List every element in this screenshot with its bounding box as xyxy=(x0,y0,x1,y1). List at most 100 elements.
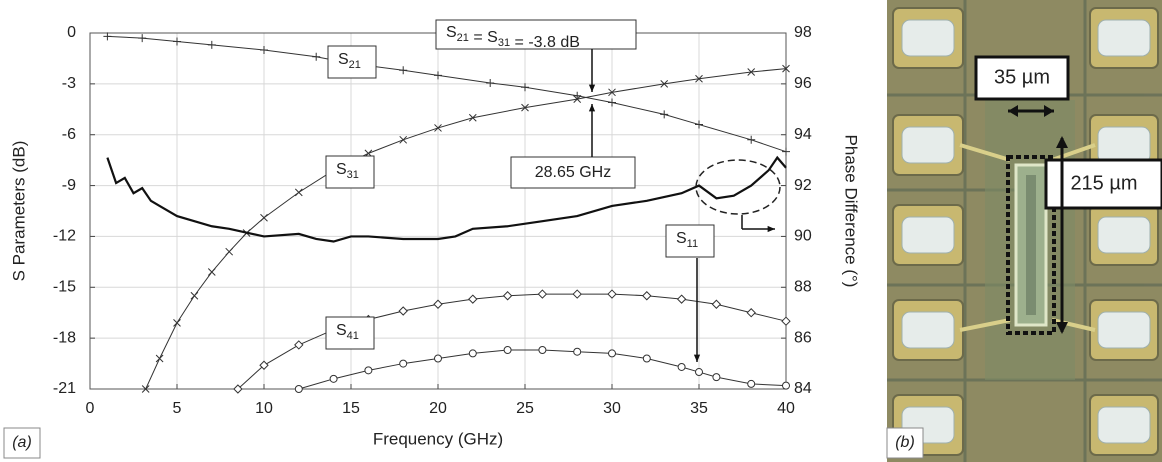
y-tick-label: 0 xyxy=(67,24,76,41)
x-tick-label: 0 xyxy=(86,400,95,417)
marker xyxy=(399,359,408,368)
marker xyxy=(294,188,303,197)
series xyxy=(141,64,790,393)
marker xyxy=(747,135,756,144)
y2-tick-label: 92 xyxy=(794,177,812,194)
y2-tick-label: 98 xyxy=(794,24,812,41)
marker xyxy=(486,79,495,88)
x-axis-label: Frequency (GHz) xyxy=(373,429,503,448)
series-line xyxy=(298,349,787,390)
marker xyxy=(233,384,243,394)
series-label-box xyxy=(325,316,375,350)
y-tick-label: -15 xyxy=(53,279,76,296)
panel-label: (b) xyxy=(895,434,915,451)
marker xyxy=(468,349,477,358)
marker xyxy=(573,347,582,356)
marker xyxy=(173,37,181,46)
marker xyxy=(521,103,529,112)
marker xyxy=(782,381,790,390)
width-label: 35 µm xyxy=(994,66,1050,88)
micrograph: 35 µm 215 µm (b) xyxy=(886,0,1162,462)
series-label: S31 xyxy=(336,161,359,181)
arrow-head xyxy=(767,225,775,233)
y-tick-label: -9 xyxy=(62,177,76,194)
marker xyxy=(573,95,582,103)
marker xyxy=(608,88,616,97)
marker xyxy=(537,289,548,299)
highlight-ellipse xyxy=(695,159,781,215)
length-label: 215 µm xyxy=(1070,172,1137,194)
series xyxy=(103,32,790,156)
arrow-head xyxy=(588,104,596,112)
marker xyxy=(294,340,304,350)
marker xyxy=(468,294,478,304)
marker xyxy=(103,32,112,41)
marker xyxy=(608,349,616,358)
arrow-head xyxy=(693,354,701,362)
marker xyxy=(141,385,150,393)
x-tick-label: 5 xyxy=(173,400,182,417)
marker xyxy=(642,291,652,301)
series-line xyxy=(237,293,787,390)
y2-tick-label: 90 xyxy=(794,228,812,245)
series-label-box xyxy=(665,224,715,258)
marker xyxy=(660,80,669,88)
x-tick-label: 30 xyxy=(603,400,621,417)
marker xyxy=(607,289,617,299)
x-tick-label: 40 xyxy=(777,400,795,417)
y-tick-label: -21 xyxy=(53,380,76,397)
y2-tick-label: 88 xyxy=(794,279,812,296)
series-label: S11 xyxy=(676,230,698,250)
marker xyxy=(695,120,703,129)
series-label-box xyxy=(325,155,375,189)
y2-tick-label: 96 xyxy=(794,75,812,92)
x-tick-label: 20 xyxy=(429,400,447,417)
marker xyxy=(207,268,216,276)
series xyxy=(233,289,791,394)
marker xyxy=(521,83,529,92)
marker xyxy=(747,379,756,388)
y-tick-label: -18 xyxy=(53,329,76,346)
series xyxy=(294,346,790,393)
marker xyxy=(503,346,512,355)
annotation-box xyxy=(435,19,637,50)
panel-label: (a) xyxy=(12,434,32,451)
marker xyxy=(259,360,269,370)
marker xyxy=(695,74,703,83)
series-label: S21 xyxy=(338,51,361,71)
annotation: S21 = S31 = -3.8 dB xyxy=(446,24,580,51)
y-tick-label: -12 xyxy=(53,228,76,245)
marker xyxy=(782,64,790,73)
marker xyxy=(608,98,616,107)
marker xyxy=(138,34,147,43)
y-tick-label: -3 xyxy=(62,75,76,92)
marker xyxy=(712,373,721,382)
marker xyxy=(434,124,442,132)
x-tick-label: 25 xyxy=(516,400,534,417)
marker xyxy=(746,308,756,318)
series xyxy=(106,155,787,243)
marker xyxy=(782,147,790,156)
y-axis-label: S Parameters (dB) xyxy=(9,141,28,282)
marker xyxy=(711,299,722,309)
y2-tick-label: 94 xyxy=(794,126,812,143)
marker xyxy=(329,374,338,383)
marker xyxy=(538,346,547,355)
marker xyxy=(660,110,669,119)
series-label-box xyxy=(327,45,377,79)
marker xyxy=(468,113,477,122)
arrow-head xyxy=(588,84,596,92)
annotation-box xyxy=(510,156,636,189)
y2-tick-label: 86 xyxy=(794,329,812,346)
y2-axis-label: Phase Difference (°) xyxy=(842,135,861,288)
marker xyxy=(190,291,199,300)
marker xyxy=(260,45,268,54)
marker xyxy=(433,299,443,309)
series-label: S41 xyxy=(336,322,359,342)
marker xyxy=(572,289,582,299)
marker xyxy=(502,291,513,301)
x-tick-label: 15 xyxy=(342,400,360,417)
series-line xyxy=(106,155,787,243)
marker xyxy=(399,135,408,144)
